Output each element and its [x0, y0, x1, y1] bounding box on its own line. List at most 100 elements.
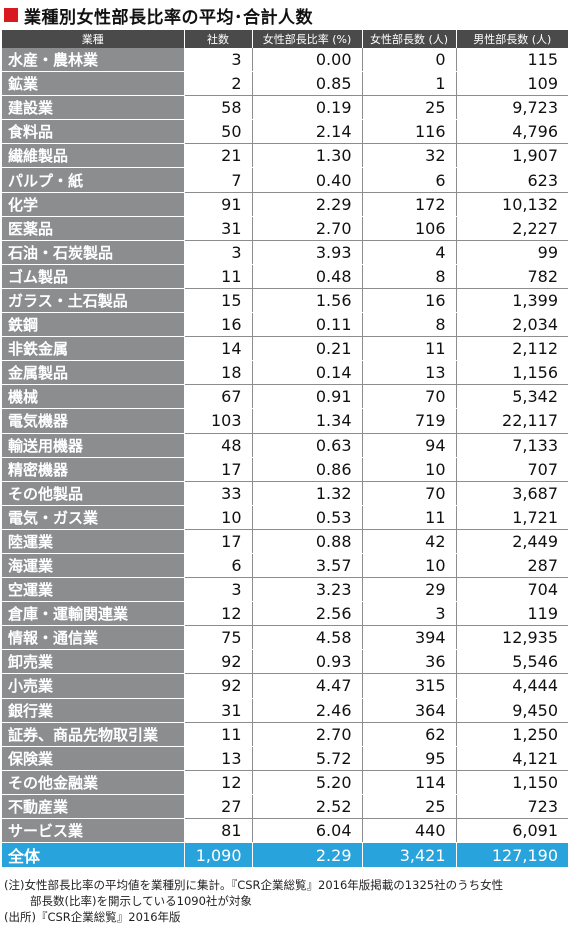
industry-cell: 医薬品: [2, 216, 185, 241]
male-count-cell: 2,034: [456, 312, 568, 338]
female-count-cell: 13: [362, 360, 457, 386]
female-count-cell: 29: [362, 577, 457, 603]
ratio-cell: 3.23: [252, 577, 363, 603]
industry-cell: 鉱業: [2, 71, 185, 97]
companies-cell: 58: [184, 95, 253, 121]
ratio-cell: 3.57: [252, 553, 363, 579]
industry-cell: 鉄鋼: [2, 312, 185, 338]
female-count-cell: 95: [362, 746, 457, 771]
industry-cell: 電気・ガス業: [2, 505, 185, 530]
female-count-cell: 25: [362, 794, 457, 820]
companies-cell: 11: [184, 722, 253, 747]
industry-cell: 非鉄金属: [2, 336, 185, 362]
table-row: 化学 91 2.29 172 10,132: [2, 192, 568, 217]
companies-cell: 81: [184, 818, 253, 844]
table-row: 卸売業 92 0.93 36 5,546: [2, 649, 568, 675]
female-count-cell: 315: [362, 673, 457, 699]
ratio-cell: 4.47: [252, 673, 363, 699]
companies-cell: 91: [184, 192, 253, 217]
female-count-cell: 8: [362, 312, 457, 338]
male-count-cell: 12,935: [456, 625, 568, 651]
table-row: 繊維製品 21 1.30 32 1,907: [2, 143, 568, 169]
ratio-cell: 0.19: [252, 95, 363, 121]
source-text: (出所)『CSR企業総覧』2016年版: [4, 910, 181, 924]
industry-cell: その他金融業: [2, 770, 185, 795]
industry-cell: 建設業: [2, 95, 185, 121]
male-count-cell: 5,342: [456, 384, 568, 410]
female-count-cell: 16: [362, 288, 457, 314]
ratio-cell: 2.52: [252, 794, 363, 820]
female-count-cell: 10: [362, 553, 457, 579]
male-count-cell: 115: [456, 48, 568, 73]
industry-cell: 輸送用機器: [2, 433, 185, 458]
industry-cell: ゴム製品: [2, 264, 185, 289]
female-count-cell: 719: [362, 408, 457, 434]
table-row: ガラス・土石製品 15 1.56 16 1,399: [2, 288, 568, 314]
table-body: 水産・農林業 3 0.00 0 115 鉱業 2 0.85 1 109 建設業 58 0.19 25 9,7…: [2, 48, 568, 868]
ratio-cell: 0.86: [252, 457, 363, 482]
companies-cell: 18: [184, 360, 253, 386]
ratio-cell: 2.46: [252, 698, 363, 723]
industry-cell: 海運業: [2, 553, 185, 579]
industry-cell: 証券、商品先物取引業: [2, 722, 185, 747]
table-row: サービス業 81 6.04 440 6,091: [2, 818, 568, 844]
companies-cell: 17: [184, 457, 253, 482]
female-count-cell: 42: [362, 529, 457, 554]
industry-cell: 倉庫・運輸関連業: [2, 601, 185, 627]
male-count-cell: 9,723: [456, 95, 568, 121]
table-row: 医薬品 31 2.70 106 2,227: [2, 216, 568, 241]
companies-cell: 12: [184, 770, 253, 795]
female-count-cell: 70: [362, 481, 457, 506]
header-female: 女性部長数 (人): [362, 30, 457, 48]
industry-cell: 空運業: [2, 577, 185, 603]
male-count-cell: 2,449: [456, 529, 568, 554]
companies-cell: 21: [184, 143, 253, 169]
male-count-cell: 707: [456, 457, 568, 482]
companies-cell: 75: [184, 625, 253, 651]
ratio-cell: 4.58: [252, 625, 363, 651]
header-row: 業種 社数 女性部長比率 (%) 女性部長数 (人) 男性部長数 (人): [2, 30, 568, 48]
female-count-cell: 11: [362, 505, 457, 530]
header-ratio: 女性部長比率 (%): [252, 30, 363, 48]
industry-cell: 食料品: [2, 119, 185, 145]
table-row: その他製品 33 1.32 70 3,687: [2, 481, 568, 506]
male-count-cell: 9,450: [456, 698, 568, 723]
companies-cell: 7: [184, 167, 253, 193]
ratio-cell: 2.70: [252, 722, 363, 747]
ratio-cell: 0.85: [252, 71, 363, 97]
male-count-cell: 2,227: [456, 216, 568, 241]
table-row: 食料品 50 2.14 116 4,796: [2, 119, 568, 145]
ratio-cell: 0.48: [252, 264, 363, 289]
female-count-cell: 36: [362, 649, 457, 675]
table-row: 陸運業 17 0.88 42 2,449: [2, 529, 568, 554]
male-count-cell: 127,190: [456, 842, 568, 868]
companies-cell: 12: [184, 601, 253, 627]
male-count-cell: 6,091: [456, 818, 568, 844]
female-count-cell: 364: [362, 698, 457, 723]
female-count-cell: 11: [362, 336, 457, 362]
companies-cell: 92: [184, 649, 253, 675]
table-row: 海運業 6 3.57 10 287: [2, 553, 568, 579]
ratio-cell: 0.40: [252, 167, 363, 193]
data-table: 業種 社数 女性部長比率 (%) 女性部長数 (人) 男性部長数 (人) 水産・…: [2, 30, 568, 868]
ratio-cell: 1.34: [252, 408, 363, 434]
ratio-cell: 5.72: [252, 746, 363, 771]
table-row: 鉄鋼 16 0.11 8 2,034: [2, 312, 568, 338]
table-row: 建設業 58 0.19 25 9,723: [2, 95, 568, 121]
industry-cell: 卸売業: [2, 649, 185, 675]
male-count-cell: 1,150: [456, 770, 568, 795]
companies-cell: 48: [184, 433, 253, 458]
companies-cell: 14: [184, 336, 253, 362]
table-row: ゴム製品 11 0.48 8 782: [2, 264, 568, 289]
companies-cell: 15: [184, 288, 253, 314]
male-count-cell: 1,399: [456, 288, 568, 314]
male-count-cell: 623: [456, 167, 568, 193]
ratio-cell: 0.88: [252, 529, 363, 554]
table-row: 輸送用機器 48 0.63 94 7,133: [2, 433, 568, 458]
industry-cell: パルプ・紙: [2, 167, 185, 193]
industry-cell: 保険業: [2, 746, 185, 771]
total-row: 全体 1,090 2.29 3,421 127,190: [2, 842, 568, 868]
table-row: 小売業 92 4.47 315 4,444: [2, 673, 568, 699]
male-count-cell: 4,121: [456, 746, 568, 771]
male-count-cell: 723: [456, 794, 568, 820]
